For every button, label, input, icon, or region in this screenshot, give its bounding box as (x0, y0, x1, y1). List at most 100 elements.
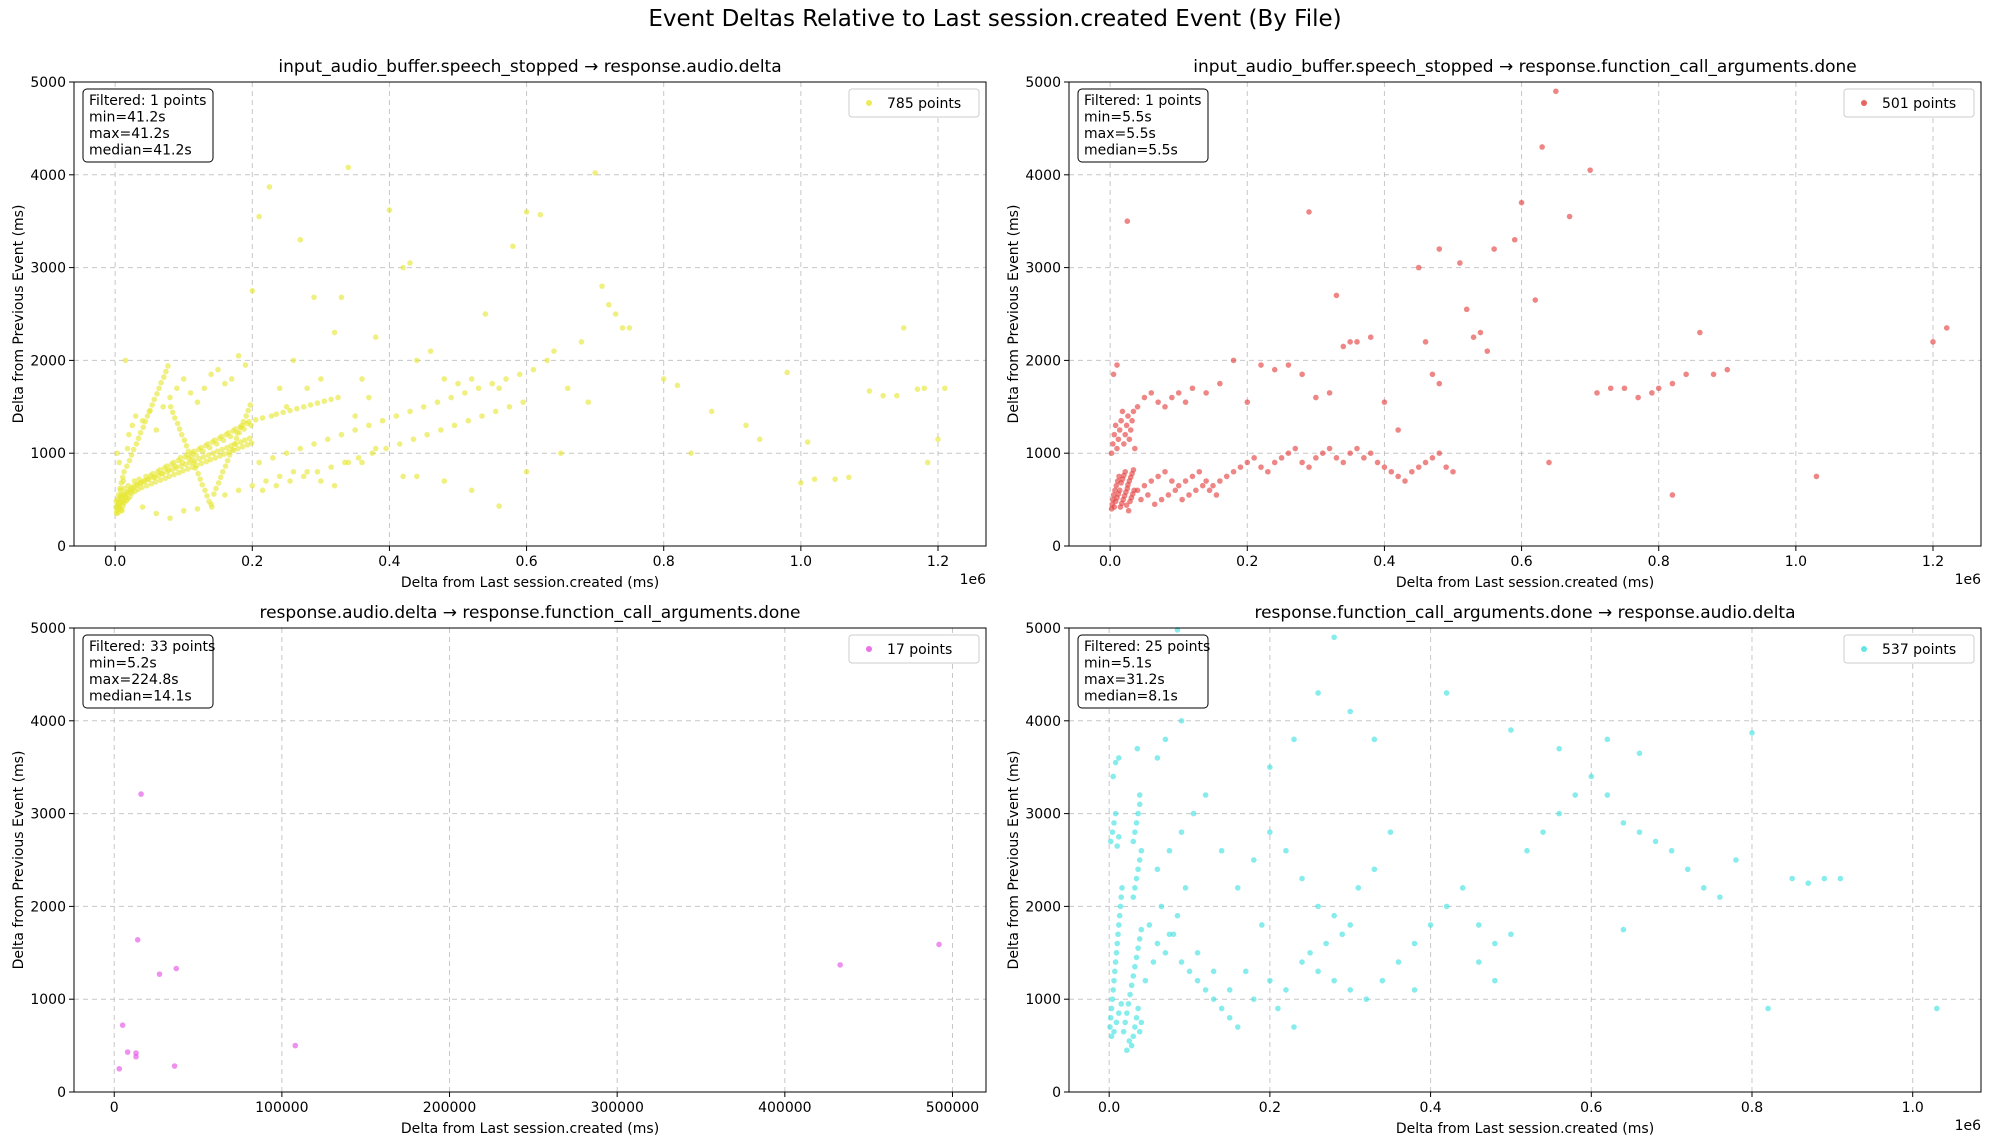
data-point (1724, 366, 1731, 373)
x-tick-label: 1.2 (1922, 554, 1944, 570)
data-point (165, 363, 171, 369)
data-point (180, 507, 187, 514)
data-point (118, 480, 125, 486)
data-point (1107, 1024, 1113, 1030)
data-point (1354, 445, 1360, 452)
data-point (1291, 736, 1297, 743)
data-point (1134, 487, 1141, 494)
data-point (1162, 404, 1168, 410)
data-point (1148, 390, 1155, 396)
data-point (1789, 875, 1795, 882)
data-point (1202, 987, 1209, 993)
data-point (1244, 399, 1251, 405)
data-point (1110, 773, 1116, 780)
data-point (266, 184, 273, 190)
data-point (1588, 773, 1595, 780)
data-point (1182, 399, 1189, 405)
x-tick-label: 0.0 (104, 554, 126, 570)
legend-frame (848, 634, 980, 664)
data-point (328, 396, 334, 403)
y-axis-label: Delta from Previous Event (ms) (11, 205, 27, 424)
data-point (160, 404, 166, 410)
data-point (207, 456, 214, 463)
data-point (1194, 977, 1201, 984)
x-axis-label: Delta from Last session.created (ms) (401, 1121, 659, 1137)
data-point (1556, 745, 1562, 752)
data-point (116, 459, 123, 466)
data-point (1118, 1001, 1125, 1007)
data-point (177, 455, 184, 461)
data-point (606, 301, 612, 308)
data-point (1347, 922, 1354, 928)
data-point (1347, 987, 1354, 993)
x-tick-label: 300000 (590, 1100, 643, 1116)
data-point (1108, 1005, 1115, 1012)
data-point (1234, 1024, 1241, 1030)
data-point (1122, 1019, 1129, 1026)
data-point (290, 357, 297, 364)
data-point (462, 390, 468, 396)
data-point (1130, 838, 1137, 845)
y-tick-label: 4000 (30, 714, 66, 730)
data-point (1700, 885, 1707, 891)
data-point (1158, 903, 1165, 910)
data-point (194, 506, 201, 512)
data-point (1166, 847, 1173, 854)
data-point (1182, 478, 1189, 484)
data-point (169, 409, 176, 416)
data-point (1136, 801, 1143, 808)
data-point (427, 348, 434, 354)
data-point (122, 357, 129, 364)
data-point (1230, 468, 1237, 475)
data-point (1463, 306, 1470, 313)
data-point (249, 482, 256, 489)
data-point (1130, 1033, 1137, 1040)
data-point (1361, 455, 1367, 461)
data-point (173, 465, 179, 471)
data-point (1116, 922, 1122, 928)
y-tick-label: 3000 (30, 261, 66, 277)
data-point (407, 408, 413, 415)
data-point (1367, 450, 1374, 457)
data-point (921, 385, 928, 392)
data-point (292, 1042, 299, 1049)
x-tick-label: 0.2 (1259, 1100, 1281, 1116)
data-point (1604, 736, 1611, 743)
data-point (1109, 996, 1116, 1002)
data-point (1178, 959, 1185, 965)
data-point (479, 413, 485, 419)
data-point (1126, 1038, 1133, 1044)
data-point (174, 385, 180, 392)
data-point (200, 448, 206, 455)
data-point (1323, 940, 1329, 947)
x-tick-label: 0.4 (1373, 554, 1395, 570)
x-tick-label: 0.6 (515, 554, 537, 570)
data-point (311, 441, 317, 447)
data-point (619, 325, 626, 331)
data-point (688, 450, 694, 457)
data-point (1669, 380, 1676, 387)
data-point (214, 448, 221, 455)
data-point (163, 368, 169, 375)
data-point (1210, 996, 1217, 1002)
data-point (523, 209, 530, 215)
data-point (1111, 504, 1118, 510)
data-point (1313, 394, 1319, 401)
data-point (1655, 385, 1662, 392)
data-point (407, 260, 413, 266)
data-point (233, 435, 240, 442)
data-point (420, 404, 427, 410)
data-point (235, 445, 241, 452)
data-point (156, 971, 163, 977)
data-point (1271, 459, 1278, 466)
data-point (1114, 843, 1121, 849)
data-point (180, 468, 186, 474)
data-point (204, 493, 210, 499)
data-point (1136, 1028, 1143, 1035)
data-point (1436, 450, 1443, 457)
data-point (166, 473, 173, 480)
data-point (1165, 492, 1172, 498)
data-point (1594, 390, 1600, 396)
data-point (256, 459, 262, 466)
data-point (1234, 885, 1241, 891)
